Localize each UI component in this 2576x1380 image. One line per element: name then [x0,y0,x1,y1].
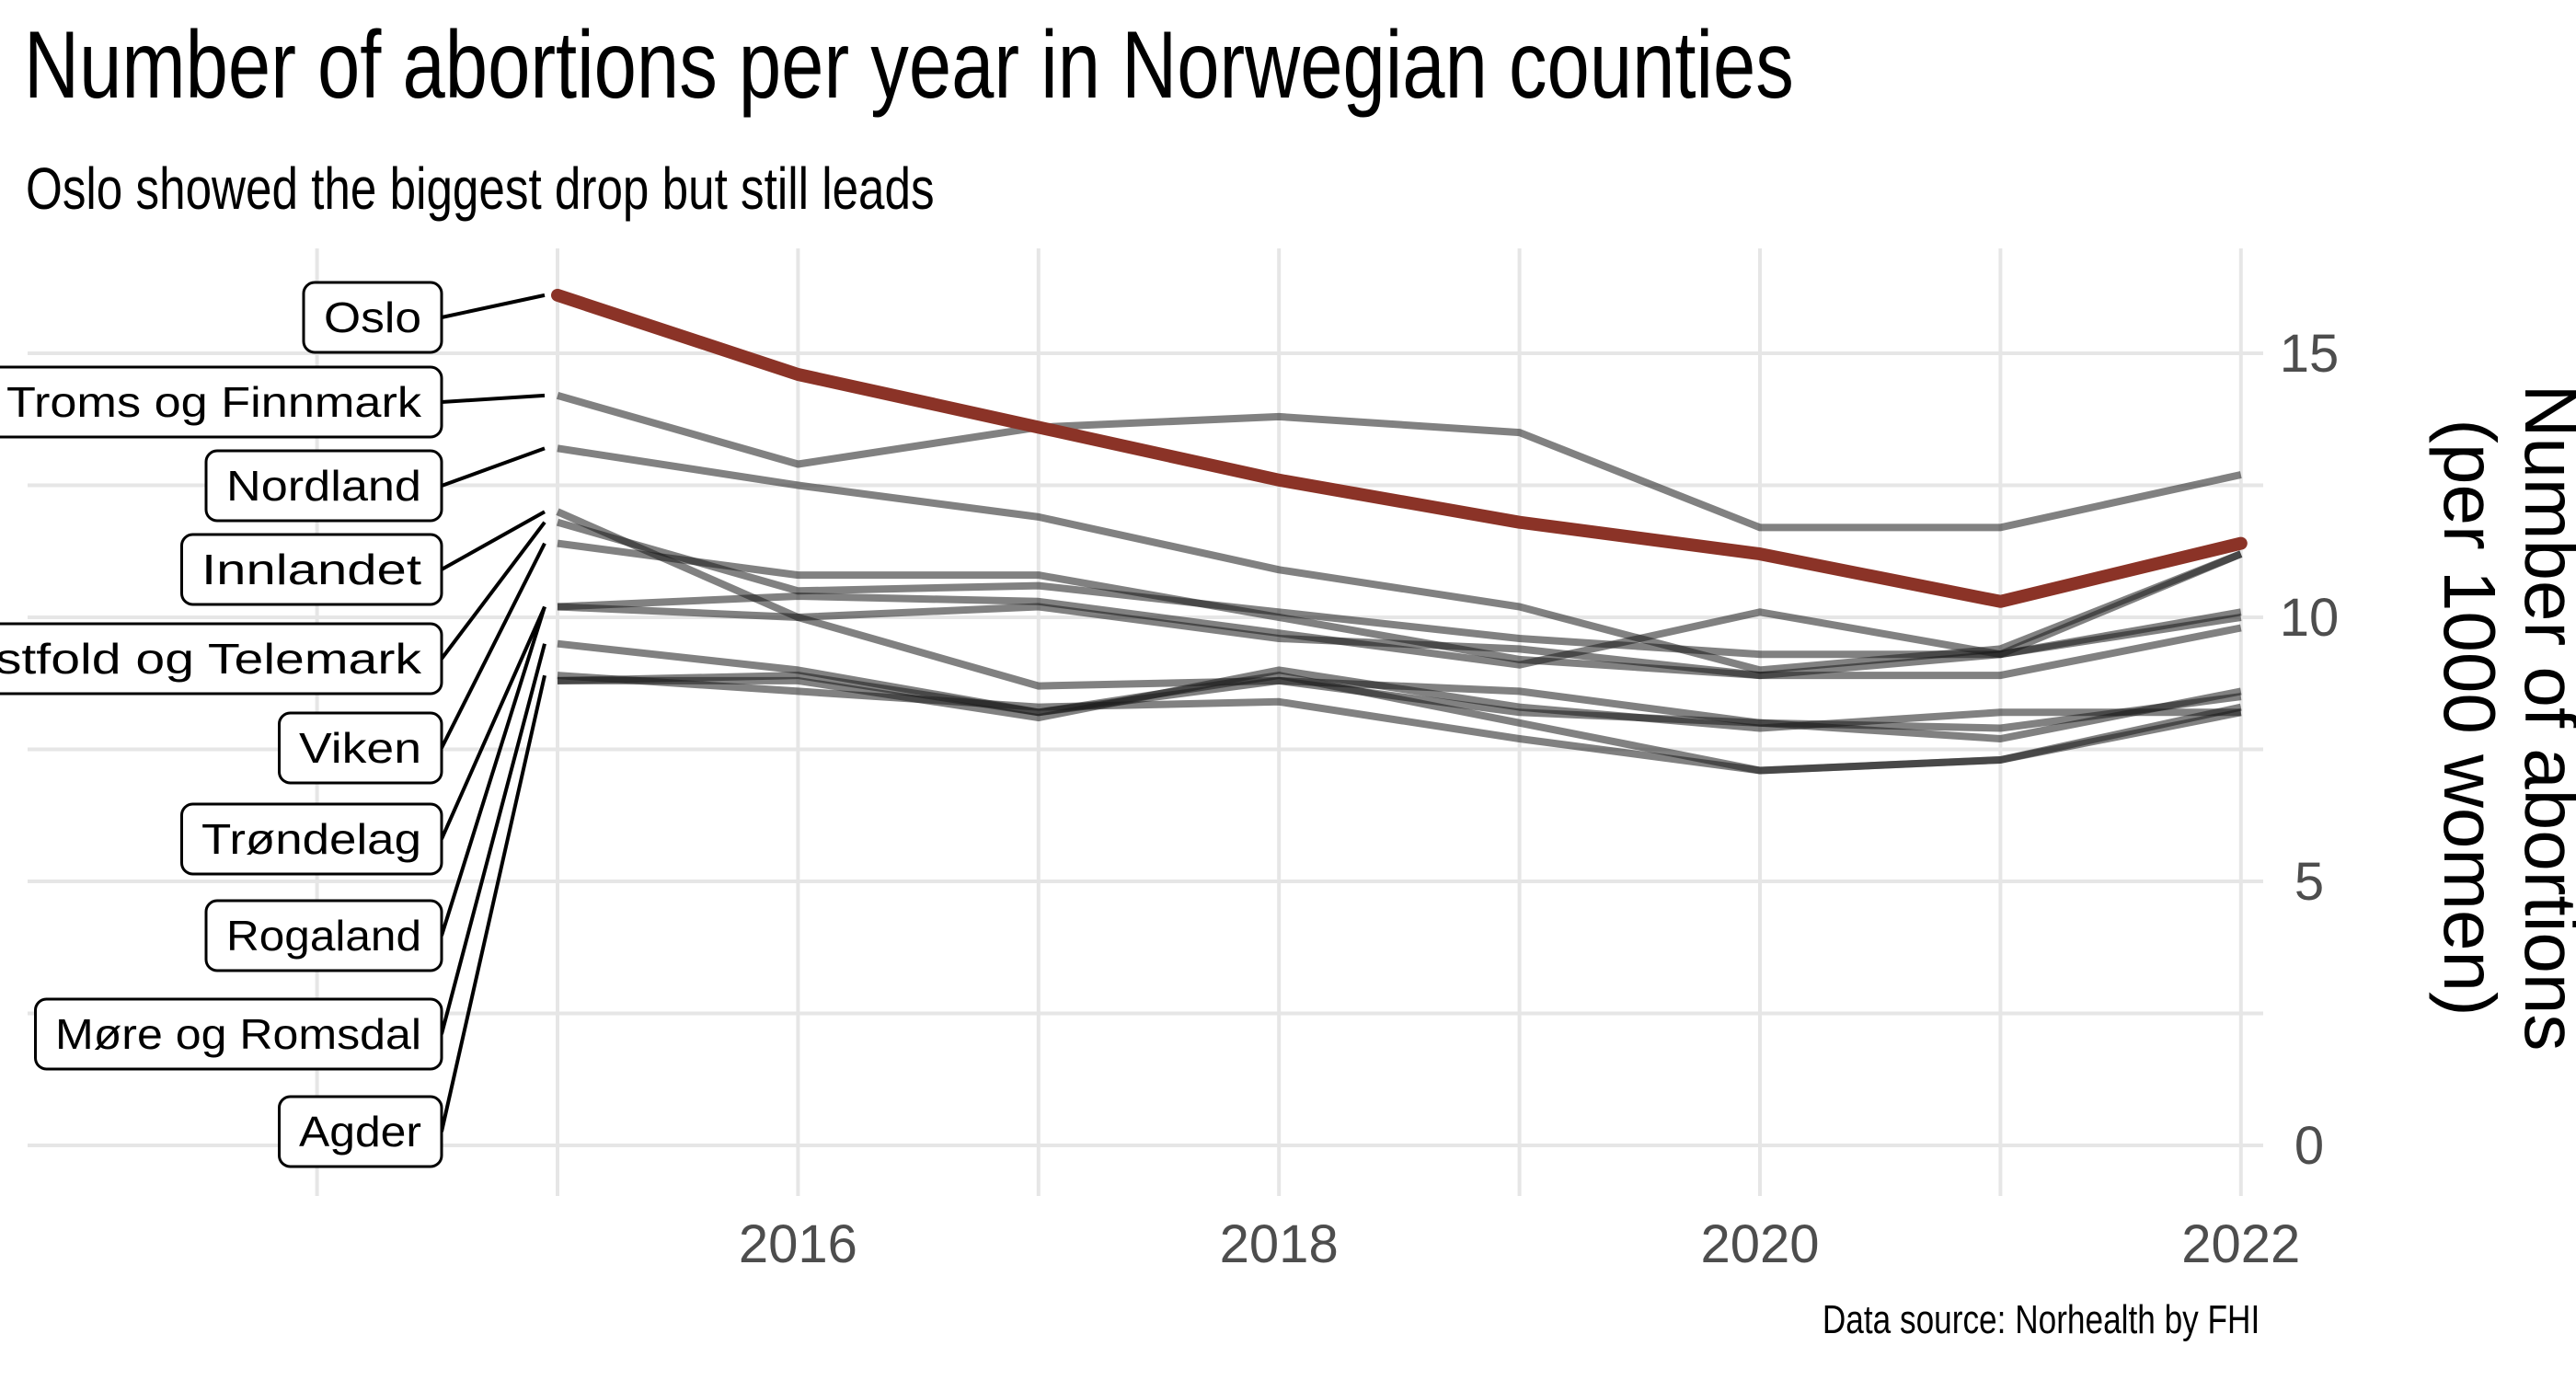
series-label-box [34,997,443,1071]
series-label: Vestfold og Telemark [0,635,422,683]
label-connector [440,643,546,1035]
series-line [556,392,2242,532]
y-axis-title-line: (per 1000 women) [2429,419,2511,1016]
series-label-box [278,1095,443,1168]
series-label: Innlandet [201,546,421,593]
series-label-box [180,533,443,606]
series-label: Trøndelag [201,815,421,863]
y-axis-title-line: Number of abortions [2510,385,2576,1052]
label-connector [440,542,546,749]
y-axis-title: Number of abortions(per 1000 women) [2429,385,2576,1052]
series-label: Viken [299,724,421,772]
series-label-box [0,622,443,696]
series-labels: Oslo Troms og Finnmark Nordland Innlandet Ve… [0,281,546,1168]
label-connector [440,674,546,1133]
label-connector [441,393,546,404]
chart-subtitle: Oslo showed the biggest drop but still l… [26,155,935,222]
label-connector [441,446,546,488]
series-label: Oslo [324,293,421,341]
x-tick-label: 2016 [739,1214,857,1274]
y-tick-label: 0 [2294,1116,2324,1176]
y-tick-label: 15 [2280,324,2340,384]
series-label-box [302,281,443,354]
series-line-highlight [551,288,2248,608]
series-label-box [0,365,443,439]
series-label-box [204,899,443,972]
data-source-caption: Data source: Norhealth by FHI [1822,1297,2260,1342]
series-label: Møre og Romsdal [55,1010,421,1058]
label-connector [441,293,546,319]
series-label: Troms og Finnmark [6,378,422,426]
x-tick-label: 2022 [2181,1214,2300,1274]
label-connector [440,605,546,937]
x-tick-label: 2018 [1220,1214,1339,1274]
series-label-box [278,711,443,785]
series-label: Agder [299,1108,421,1156]
y-axis-title: Number of abortions(per 1000 women) [2429,385,2576,1052]
series-line [557,639,2242,775]
axis-ticks: 0 5 10 15 2016 2018 2020 2022 [739,324,2339,1274]
label-connector [440,521,546,661]
label-connector [441,510,546,571]
series-lines [551,288,2248,775]
series-label: Rogaland [226,912,421,960]
series-line [557,550,2243,669]
chart-title: Number of abortions per year in Norwegia… [24,12,1794,119]
label-connector [440,605,546,840]
series-label: Nordland [226,462,421,510]
series-line [557,539,2242,680]
series-label-box [204,449,443,523]
series-label-box [180,802,443,876]
series-line [557,672,2242,775]
y-tick-label: 5 [2294,852,2324,912]
series-line [557,603,2242,680]
y-tick-label: 10 [2280,588,2340,648]
series-line [556,508,2242,732]
x-tick-label: 2020 [1700,1214,1819,1274]
